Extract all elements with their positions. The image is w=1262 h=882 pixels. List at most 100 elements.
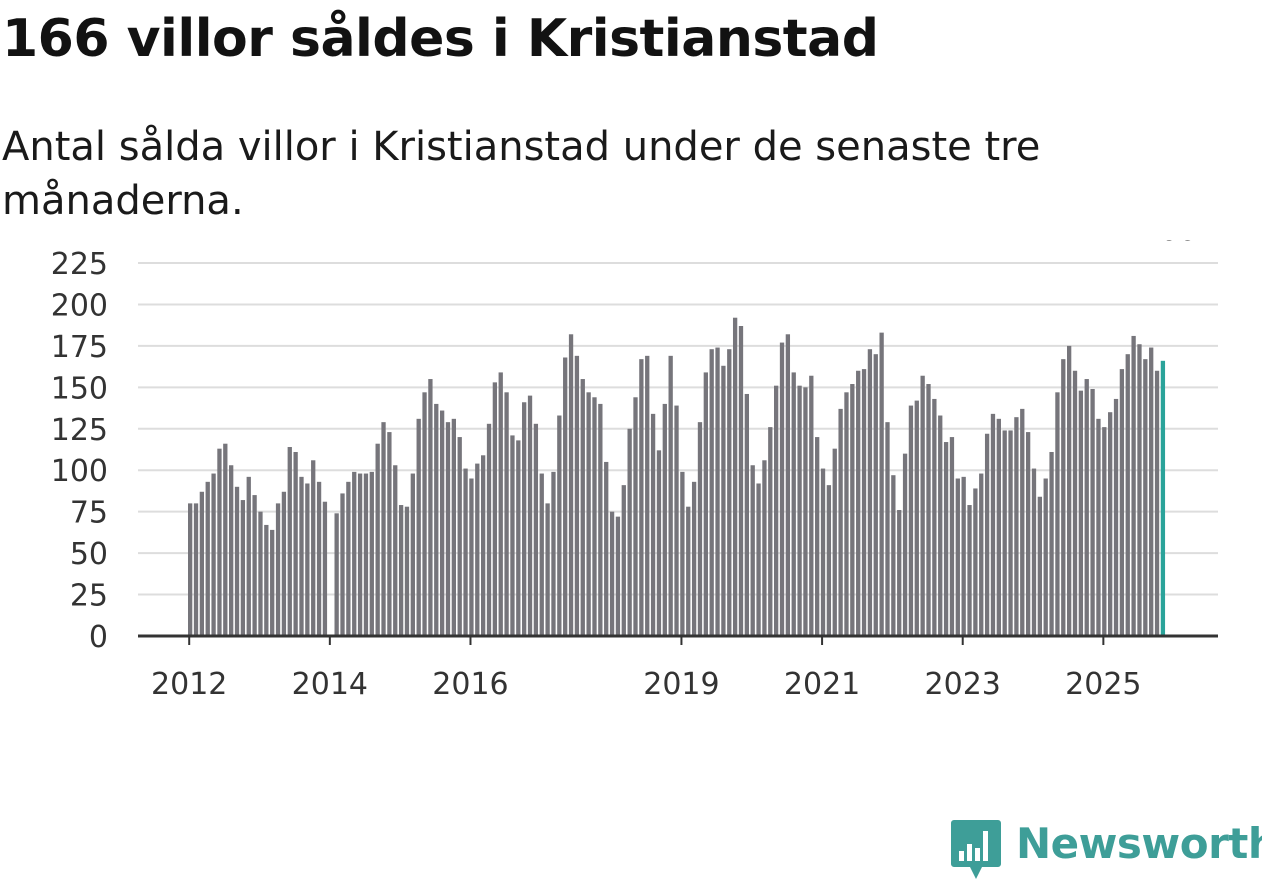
x-tick-label: 2019 <box>643 667 719 702</box>
bar <box>897 510 902 636</box>
bar <box>469 478 474 636</box>
bar <box>662 403 667 636</box>
bar <box>1149 347 1154 636</box>
bar <box>932 398 937 636</box>
bar <box>920 375 925 636</box>
bar <box>996 418 1001 636</box>
latest-value-label: 166 <box>1141 240 1196 247</box>
bar <box>609 511 615 636</box>
bar <box>1031 468 1037 636</box>
annotations: 166 <box>1141 240 1196 247</box>
bar <box>1119 369 1125 636</box>
bar <box>686 506 691 636</box>
bar <box>873 354 878 636</box>
newsworthy-logo-icon <box>951 820 1001 879</box>
bar-latest <box>1160 360 1166 636</box>
bar <box>1014 417 1019 636</box>
bar <box>445 422 451 636</box>
bar <box>199 491 205 636</box>
bar <box>715 347 720 636</box>
bar <box>1078 390 1084 636</box>
bar <box>803 387 808 636</box>
bar <box>346 481 351 636</box>
bar <box>844 392 849 636</box>
bar <box>1090 388 1095 636</box>
bar <box>1049 451 1054 636</box>
bar <box>527 395 533 636</box>
bar <box>1072 370 1078 636</box>
bar <box>434 403 439 636</box>
bar <box>363 473 369 636</box>
bar <box>504 392 509 636</box>
bar <box>885 422 890 636</box>
y-tick-label: 0 <box>89 620 108 655</box>
bar <box>398 505 404 636</box>
bar <box>205 481 210 636</box>
bar <box>879 332 884 636</box>
bar <box>1043 478 1048 636</box>
bar <box>838 408 843 636</box>
bar <box>580 379 585 636</box>
bar <box>357 473 363 636</box>
bar <box>457 437 462 636</box>
bar <box>656 450 662 636</box>
brand-logo: Newsworthy <box>950 818 1262 882</box>
bar <box>604 461 609 636</box>
y-tick-label: 200 <box>51 288 108 323</box>
bar <box>234 486 240 636</box>
bar <box>586 392 591 636</box>
bar <box>516 440 521 636</box>
bar <box>211 473 216 636</box>
bar <box>1037 496 1042 636</box>
bar <box>293 451 298 636</box>
bar <box>650 413 656 636</box>
bar <box>727 349 732 636</box>
bar <box>598 403 603 636</box>
bar <box>1102 427 1107 636</box>
y-tick-label: 150 <box>51 371 108 406</box>
bar <box>627 428 632 636</box>
bar <box>990 413 996 636</box>
bar <box>316 481 322 636</box>
bar <box>645 355 650 636</box>
x-tick-label: 2016 <box>432 667 508 702</box>
bar <box>252 495 257 636</box>
bar <box>305 483 310 636</box>
bar <box>832 448 837 636</box>
bar <box>393 465 398 636</box>
bar <box>615 516 621 636</box>
bar <box>563 357 568 636</box>
bar <box>639 359 644 636</box>
bar <box>229 465 234 636</box>
bar <box>1008 430 1013 636</box>
bar <box>334 513 339 636</box>
bar <box>820 468 826 636</box>
bar <box>439 410 445 636</box>
bar <box>785 334 791 636</box>
y-tick-label: 25 <box>70 579 108 614</box>
bar <box>287 447 292 636</box>
y-tick-label: 125 <box>51 413 108 448</box>
bar <box>621 485 626 636</box>
bar <box>1096 418 1101 636</box>
bar <box>721 365 726 636</box>
bar <box>633 397 638 636</box>
bar <box>815 437 820 636</box>
bars <box>188 317 1166 636</box>
bar <box>961 476 966 636</box>
bar <box>902 453 908 636</box>
brand-name: Newsworthy <box>1016 819 1262 868</box>
bar <box>1143 359 1148 636</box>
bar <box>1084 379 1089 636</box>
bar <box>1137 344 1142 636</box>
bar <box>949 437 955 636</box>
bar <box>703 372 708 636</box>
x-tick-label: 2012 <box>151 667 227 702</box>
bar <box>492 382 498 636</box>
y-axis-ticks: 0 25 50 75 100 125 150 175 200 225 <box>51 247 108 655</box>
bar <box>340 493 345 636</box>
bar <box>797 385 802 636</box>
bar <box>481 455 486 636</box>
bar <box>1154 370 1160 636</box>
bar <box>779 342 785 636</box>
